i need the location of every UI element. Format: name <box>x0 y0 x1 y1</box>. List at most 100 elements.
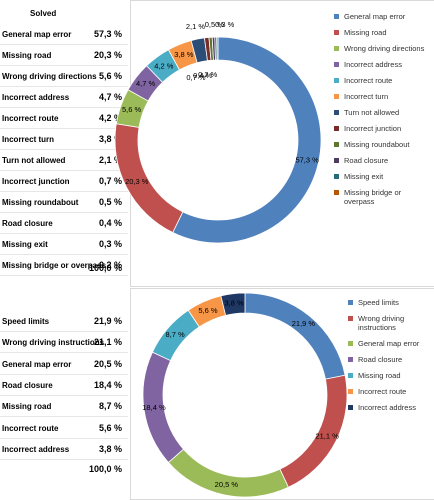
row-value: 5,6 % <box>98 422 122 433</box>
data-label: 21,9 % <box>292 319 316 328</box>
row-line <box>0 170 128 171</box>
table-total: 100,0 % <box>88 263 122 273</box>
row-label: Missing bridge or overpass <box>2 261 107 270</box>
legend-label: Turn not allowed <box>344 108 400 117</box>
legend-item: Road closure <box>334 156 429 165</box>
row-value: 4,2 % <box>98 113 122 123</box>
row-label: Missing exit <box>2 240 48 249</box>
legend-swatch <box>348 341 353 346</box>
legend-swatch <box>334 62 339 67</box>
data-label: 5,6 % <box>122 105 142 114</box>
row-value: 57,3 % <box>93 29 122 39</box>
data-label: 0,4 % <box>193 71 213 80</box>
legend-label: Incorrect address <box>344 60 402 69</box>
row-line <box>0 44 128 45</box>
row-line <box>0 331 128 332</box>
row-value: 21,1 % <box>93 337 122 348</box>
row-line <box>0 86 128 87</box>
legend-item: General map error <box>348 339 434 348</box>
row-value: 20,5 % <box>93 358 122 369</box>
legend-item: Missing bridge or overpass <box>334 188 429 206</box>
row-value: 0,5 % <box>98 197 122 207</box>
legend-label: Missing road <box>358 371 401 380</box>
data-label: 20,5 % <box>215 480 239 489</box>
data-label: 0,7 % <box>186 73 206 82</box>
row-label: Incorrect route <box>2 423 59 433</box>
row-value: 21,9 % <box>93 316 122 326</box>
legend-item: Incorrect route <box>348 387 434 396</box>
row-line <box>0 437 128 439</box>
row-line <box>0 373 128 375</box>
row-line <box>0 416 128 418</box>
data-label: 3,8 % <box>224 299 244 308</box>
legend-swatch <box>348 389 353 394</box>
legend-swatch <box>348 357 353 362</box>
row-label: Incorrect route <box>2 114 59 123</box>
legend-item: Incorrect address <box>334 60 429 69</box>
legend-label: Road closure <box>358 355 403 364</box>
row-line <box>0 458 128 460</box>
legend-swatch <box>334 190 339 195</box>
data-label: 5,6 % <box>198 306 218 315</box>
row-label: Incorrect turn <box>2 135 55 144</box>
row-line <box>0 352 128 354</box>
legend-label: Wrong driving instructions <box>358 314 405 332</box>
row-value: 8,7 % <box>98 401 122 412</box>
legend-label: Missing roundabout <box>344 140 410 149</box>
legend-swatch <box>334 14 339 19</box>
legend-swatch <box>348 316 353 321</box>
data-label: 0,3 % <box>215 20 235 29</box>
legend-item: Incorrect turn <box>334 92 429 101</box>
row-line <box>0 107 128 108</box>
data-label: 21,1 % <box>315 431 339 440</box>
row-label: Missing road <box>2 402 52 412</box>
legend-swatch <box>334 110 339 115</box>
legend-swatch <box>348 300 353 305</box>
row-value: 2,1 % <box>98 155 122 165</box>
data-label: 3,8 % <box>174 50 194 59</box>
legend-swatch <box>334 46 339 51</box>
legend-label: Incorrect turn <box>344 92 389 101</box>
legend-item: Turn not allowed <box>334 108 429 117</box>
data-label: 0,5 % <box>205 20 225 29</box>
row-label: Road closure <box>2 380 53 390</box>
row-label: Incorrect address <box>2 444 70 454</box>
data-label: 8,7 % <box>165 330 185 339</box>
legend-item: Wrong driving directions <box>334 44 429 53</box>
row-line <box>0 65 128 66</box>
donut-slice <box>220 292 246 316</box>
donut-slice <box>172 36 322 244</box>
row-value: 4,7 % <box>98 92 122 102</box>
data-label: 20,3 % <box>125 177 149 186</box>
legend-label: Incorrect route <box>358 387 407 396</box>
data-label: 0,2 % <box>198 70 218 79</box>
legend-label: General map error <box>344 12 406 21</box>
row-label: Turn not allowed <box>2 156 66 165</box>
legend-item: Road closure <box>348 355 434 364</box>
row-label: Road closure <box>2 219 53 228</box>
row-line <box>0 212 128 213</box>
row-value: 20,3 % <box>93 50 122 60</box>
legend-item: Wrong driving instructions <box>348 314 434 332</box>
legend-label: Incorrect route <box>344 76 393 85</box>
row-label: Wrong driving directions <box>2 72 97 81</box>
legend: General map error Missing road Wrong drivi… <box>334 12 429 213</box>
legend-item: Missing road <box>348 371 434 380</box>
row-value: 0,3 % <box>98 239 122 249</box>
legend-swatch <box>334 174 339 179</box>
legend-item: Incorrect junction <box>334 124 429 133</box>
row-value: 18,4 % <box>93 379 122 390</box>
donut-slice <box>167 448 289 498</box>
legend-label: Speed limits <box>358 298 399 307</box>
legend-label: Wrong driving directions <box>344 44 425 53</box>
row-label: Missing roundabout <box>2 198 79 207</box>
legend-swatch <box>348 405 353 410</box>
row-label: Incorrect address <box>2 93 70 102</box>
row-value: 0,4 % <box>98 218 122 228</box>
legend-swatch <box>334 78 339 83</box>
legend-item: General map error <box>334 12 429 21</box>
legend-item: Incorrect route <box>334 76 429 85</box>
legend-swatch <box>334 142 339 147</box>
row-line <box>0 128 128 129</box>
legend-swatch <box>334 126 339 131</box>
